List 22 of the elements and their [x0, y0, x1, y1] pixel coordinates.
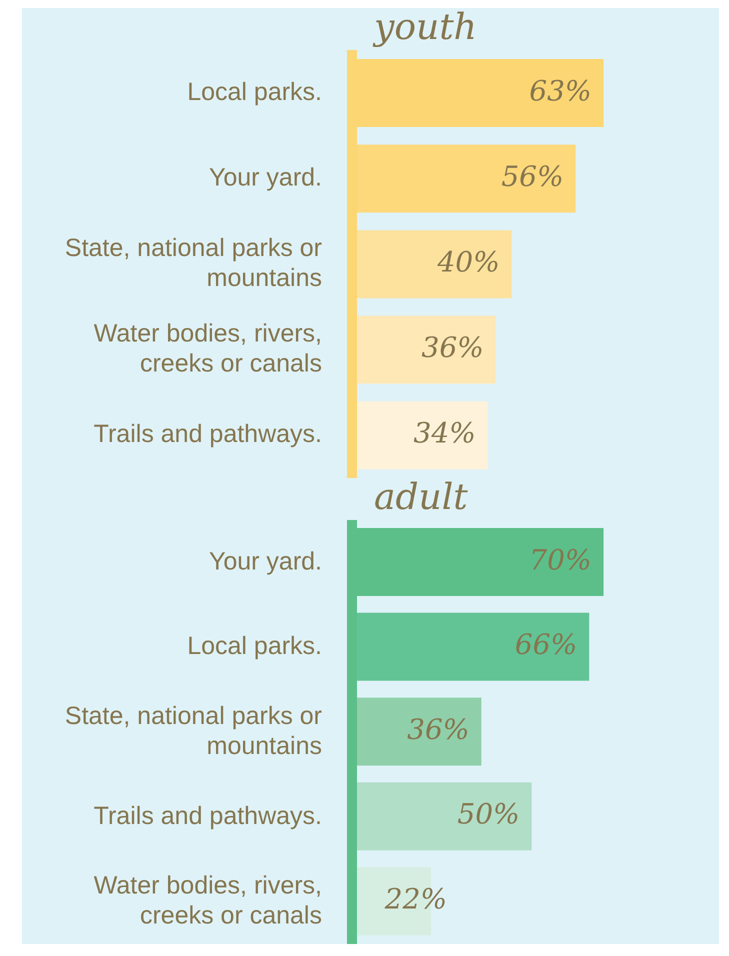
data-label: 50%	[457, 798, 520, 831]
data-label: 66%	[514, 628, 578, 662]
y-tick-label: State, national parks or mountains	[64, 702, 322, 760]
data-label: 63%	[529, 74, 592, 108]
y-tick-label: Trails and pathways.	[94, 801, 322, 830]
chart-title: adult	[374, 477, 468, 518]
data-label: 40%	[436, 245, 500, 278]
data-label: 36%	[407, 712, 470, 746]
data-label: 36%	[422, 331, 484, 364]
data-label: 34%	[414, 416, 476, 450]
data-label: 70%	[529, 543, 592, 576]
data-label: 56%	[501, 160, 564, 193]
y-tick-label: Water bodies, rivers, creeks or canals	[94, 871, 322, 930]
y-tick-label: Water bodies, rivers, creeks or canals	[94, 319, 322, 378]
y-tick-label: Local parks.	[187, 77, 322, 106]
chart-title: youth	[374, 7, 477, 48]
y-tick-label: Your yard.	[208, 163, 322, 192]
y-tick-label: State, national parks or mountains	[64, 234, 322, 292]
y-tick-label: Your yard.	[208, 547, 322, 576]
data-label: 22%	[384, 882, 447, 916]
y-tick-label: Local parks.	[187, 632, 322, 660]
y-tick-label: Trails and pathways.	[94, 420, 322, 448]
